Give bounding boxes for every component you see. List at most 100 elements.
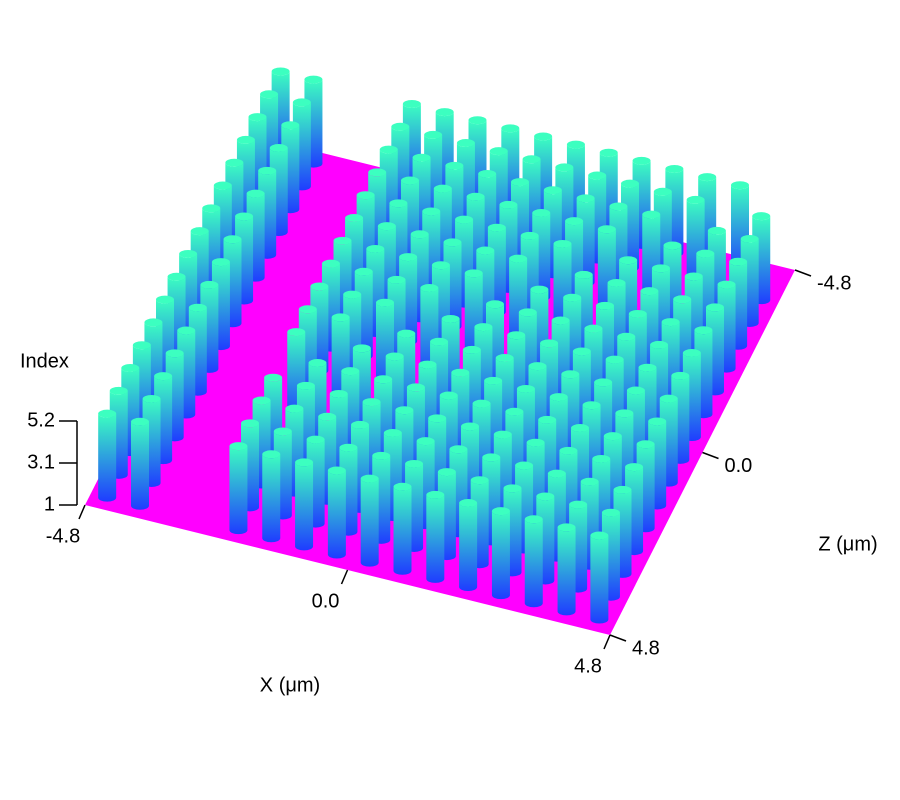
rod-top: [495, 354, 514, 363]
rod-top: [503, 484, 522, 493]
rod-top: [406, 383, 425, 392]
rod-top: [696, 249, 715, 258]
y-tick-label: 5.2: [27, 409, 55, 431]
rod-body: [491, 511, 510, 600]
rod-body: [98, 413, 117, 502]
rod-top: [584, 324, 603, 333]
rod-top: [200, 280, 219, 289]
rod-top: [682, 349, 701, 358]
rod-top: [248, 113, 267, 122]
rod-top: [625, 463, 644, 472]
rod-top: [694, 326, 713, 335]
rod-top: [310, 282, 329, 291]
rod-top: [235, 212, 254, 221]
rod-top: [445, 161, 464, 170]
rod-top: [144, 318, 163, 327]
rod-top: [607, 279, 626, 288]
rod-top: [372, 451, 391, 460]
rod-top: [729, 257, 748, 266]
rod-top: [439, 391, 458, 400]
rod-base: [256, 327, 275, 336]
rod-top: [331, 313, 350, 322]
rod-top: [538, 415, 557, 424]
rod-top: [269, 144, 288, 153]
rod-body: [131, 421, 149, 510]
rod-body: [262, 454, 281, 543]
rod-top: [451, 368, 470, 377]
rod-body: [327, 470, 346, 559]
rod-top: [547, 469, 566, 478]
rod-top: [516, 384, 535, 393]
x-axis-title: X (μm): [260, 674, 320, 696]
rod-top: [304, 75, 323, 84]
rod: [229, 442, 248, 535]
rod: [98, 409, 117, 502]
rod-body: [295, 462, 314, 551]
rod-top: [518, 308, 537, 317]
rod: [491, 507, 510, 600]
rod-body: [459, 503, 478, 592]
rod-top: [379, 145, 398, 154]
rod-body: [590, 535, 609, 624]
rod-top: [383, 429, 402, 438]
rod-base: [314, 213, 333, 222]
rod-top: [339, 443, 358, 452]
x-tick: [603, 634, 611, 650]
rod-top: [329, 389, 348, 398]
rod-base: [175, 487, 194, 496]
rod-top: [540, 339, 559, 348]
rod-top: [296, 381, 315, 390]
rod: [175, 487, 194, 496]
rod-top: [431, 261, 450, 270]
rod-top: [673, 295, 692, 304]
rod-top: [526, 438, 545, 447]
rod: [557, 523, 576, 616]
rod-top: [524, 515, 543, 524]
rod-top: [456, 139, 475, 148]
rod-base: [208, 495, 227, 504]
rod-base: [163, 509, 182, 518]
rod-top: [632, 156, 651, 165]
rod-top: [555, 163, 574, 172]
rod-top: [402, 99, 421, 108]
rod-top: [376, 298, 394, 307]
rod-top: [354, 267, 373, 276]
rod-top: [109, 386, 128, 395]
rod-top: [653, 187, 672, 196]
rod-top: [377, 222, 396, 231]
rod-top: [717, 280, 736, 289]
rod-base: [221, 395, 240, 404]
rod: [295, 458, 314, 551]
rod-top: [188, 303, 207, 312]
x-tick-label: 4.8: [574, 655, 602, 677]
rod: [327, 466, 346, 559]
rod-top: [213, 181, 232, 190]
rod-top: [437, 468, 456, 477]
rod: [210, 418, 229, 427]
rod-top: [698, 173, 717, 182]
rod-top: [464, 269, 483, 278]
rod-top: [391, 122, 410, 131]
rod-top: [422, 207, 441, 216]
rod-top: [571, 424, 589, 433]
rod-top: [298, 305, 317, 314]
rod-top: [318, 412, 337, 421]
rod-top: [671, 371, 690, 380]
rod-top: [387, 275, 406, 284]
rod-top: [470, 476, 489, 485]
rod-base: [196, 518, 215, 527]
rod-top: [385, 352, 404, 361]
x-tick: [340, 569, 349, 585]
rod-top: [478, 169, 497, 178]
rod-top: [449, 445, 468, 454]
rod-top: [507, 331, 526, 340]
y-tick-label: 3.1: [27, 451, 55, 473]
rod-top: [356, 191, 375, 200]
rod-top: [551, 316, 570, 325]
rod-base: [244, 350, 263, 359]
rod-top: [211, 258, 230, 267]
rod-top: [489, 147, 508, 156]
rod-top: [499, 200, 518, 209]
rod-top: [663, 241, 682, 250]
rod-top: [487, 223, 506, 232]
